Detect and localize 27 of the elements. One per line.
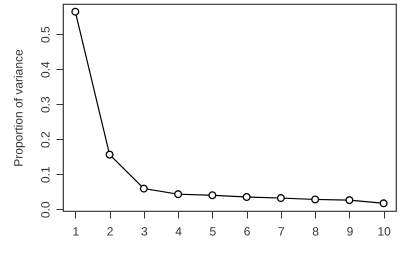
point [242, 192, 251, 201]
x-tick-label: 7 [278, 224, 286, 238]
x-tick-label: 8 [312, 224, 320, 238]
point [140, 184, 148, 193]
x-tick-label: 3 [141, 224, 148, 238]
point [311, 195, 320, 204]
y-axis-title: Proportion of variance [12, 48, 26, 167]
point [345, 196, 354, 204]
x-tick-label: 1 [72, 224, 80, 238]
x-tick-label: 5 [210, 224, 217, 238]
point [106, 150, 114, 159]
y-tick-label: 0.4 [38, 60, 52, 78]
x-tick-label: 2 [106, 224, 114, 238]
x-tick-label: 10 [377, 224, 392, 238]
point [380, 199, 388, 208]
point [174, 190, 182, 198]
y-tick-label: 0.2 [38, 131, 52, 148]
point [208, 191, 216, 200]
x-tick-label: 6 [244, 224, 251, 238]
y-tick-label: 0.5 [38, 26, 52, 43]
y-tick-label: 0.1 [38, 166, 52, 184]
x-tick-label: 9 [346, 224, 354, 238]
point [71, 8, 80, 16]
y-tick-label: 0.0 [38, 201, 52, 218]
point [276, 194, 285, 202]
x-tick-label: 4 [175, 224, 182, 238]
y-tick-label: 0.3 [38, 96, 52, 114]
